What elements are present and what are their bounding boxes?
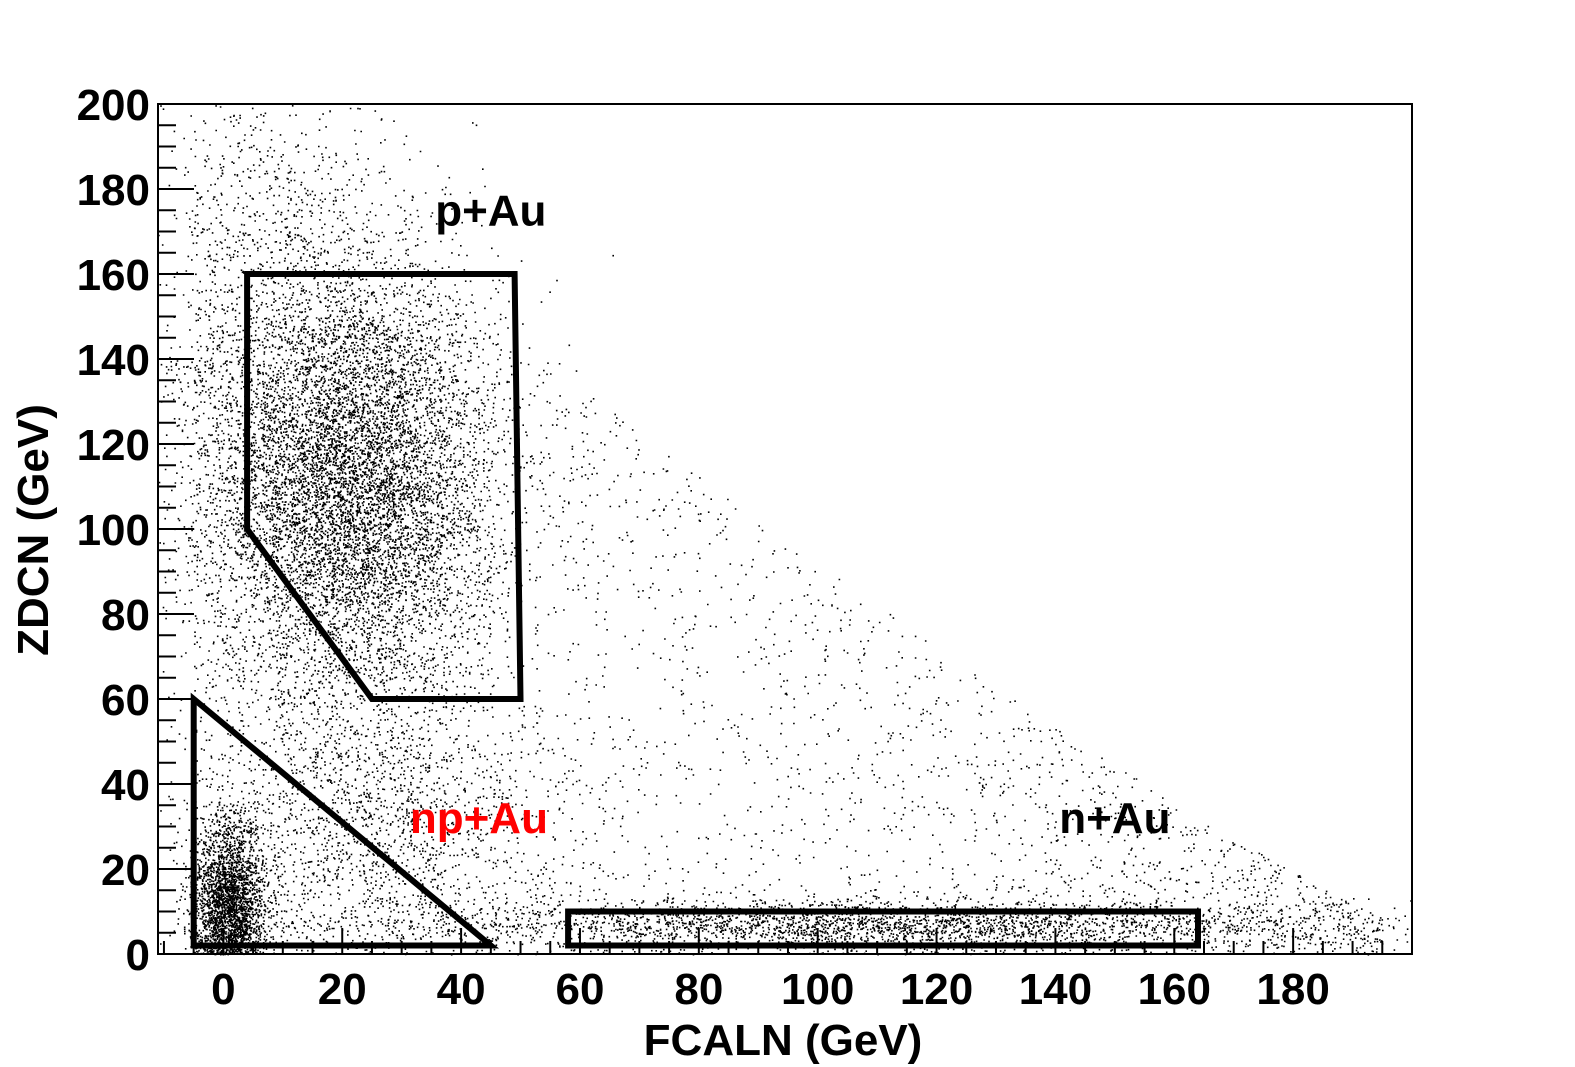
region-label-n-au: n+Au xyxy=(1059,794,1170,843)
x-tick-label: 120 xyxy=(900,965,973,1014)
y-tick-label: 160 xyxy=(77,251,150,300)
x-tick-label: 60 xyxy=(555,965,604,1014)
x-tick-label: 40 xyxy=(437,965,486,1014)
y-axis-ticks: 0 20 40 60 80 100 120 140 160 180 200 xyxy=(77,81,194,980)
y-tick-label: 20 xyxy=(101,846,150,895)
x-tick-label: 20 xyxy=(318,965,367,1014)
y-tick-label: 80 xyxy=(101,591,150,640)
x-tick-label: 180 xyxy=(1256,965,1329,1014)
x-tick-label: 160 xyxy=(1138,965,1211,1014)
x-tick-label: 140 xyxy=(1019,965,1092,1014)
y-tick-label: 40 xyxy=(101,761,150,810)
y-tick-label: 200 xyxy=(77,81,150,130)
region-label-p-au: p+Au xyxy=(435,186,546,235)
region-n-au xyxy=(565,908,1201,949)
x-tick-label: 80 xyxy=(674,965,723,1014)
region-label-np-au: np+Au xyxy=(410,794,548,843)
region-labels: p+Au np+Au n+Au xyxy=(410,186,1171,843)
y-tick-label: 140 xyxy=(77,336,150,385)
y-axis-title: ZDCN (GeV) xyxy=(9,404,58,656)
x-axis-title: FCALN (GeV) xyxy=(644,1016,923,1065)
y-tick-label: 0 xyxy=(126,931,150,980)
region-p-au xyxy=(244,271,524,702)
y-tick-label: 60 xyxy=(101,676,150,725)
x-tick-label: 100 xyxy=(781,965,854,1014)
y-tick-label: 120 xyxy=(77,421,150,470)
x-axis-ticks: 0 20 40 60 80 100 120 140 160 180 xyxy=(162,928,1413,1014)
x-tick-label: 0 xyxy=(211,965,235,1014)
y-tick-label: 100 xyxy=(77,506,150,555)
y-tick-label: 180 xyxy=(77,166,150,215)
